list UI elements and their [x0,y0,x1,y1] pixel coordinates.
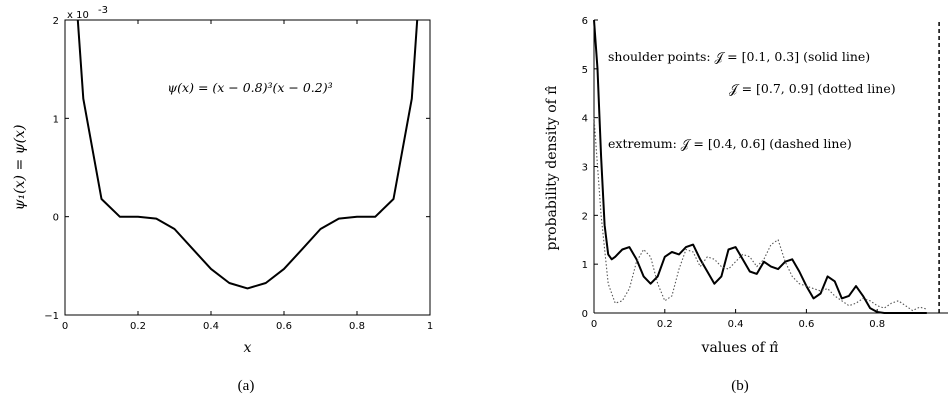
y-multiplier-label: x 10 [67,10,89,21]
x-tick-label: 0.6 [276,321,292,332]
x-axis-label: x [244,340,252,356]
y-axis-label: probability density of π̂ [544,86,560,251]
x-axis-label: values of π̂ [701,340,779,356]
caption: (a) [238,378,255,394]
series-dotted-line [593,117,927,312]
x-tick-label: 0.2 [130,321,146,332]
annotation: ψ(x) = (x − 0.8)³(x − 0.2)³ [167,80,332,95]
x-tick-label: 0.6 [798,319,814,330]
y-tick-label: 2 [53,16,59,27]
y-tick-label: 2 [582,211,588,222]
plot-frame [64,19,431,316]
y-tick-label: 0 [53,213,59,224]
y-tick-label: 1 [53,114,59,125]
x-tick-label: 0.2 [657,319,673,330]
x-tick-label: 0.4 [728,319,744,330]
y-tick-label: 0 [582,309,588,320]
y-tick-label: 6 [582,16,588,27]
caption: (b) [731,378,749,394]
x-tick-label: 0 [591,319,597,330]
y-tick-label: 5 [582,65,588,76]
y-tick-label: 1 [582,260,588,271]
x-tick-label: 0 [62,321,68,332]
x-tick-label: 0.4 [203,321,219,332]
chart-b: 0 0.2 0.4 0.6 0.8 0 1 2 3 4 5 6 shoulder points: 𝒥 =… [544,16,948,394]
x-tick-label: 1 [427,321,433,332]
x-tick-label: 0.8 [349,321,365,332]
annotation-dotted: 𝒥 = [0.7, 0.9] (dotted line) [729,81,896,96]
y-tick-label: −1 [44,311,59,322]
x-tick-label: 0.8 [869,319,885,330]
y-tick-label: 3 [582,163,588,174]
y-multiplier-exponent: -3 [98,5,108,16]
series-solid-line [593,19,927,314]
y-axis-label: ψ₁(x) = ψ(x) [12,125,28,211]
annotation-shoulder: shoulder points: 𝒥 = [0.1, 0.3] (solid l… [608,49,870,64]
series-line [76,19,419,290]
y-tick-label: 4 [582,114,588,125]
annotation-extremum: extremum: 𝒥 = [0.4, 0.6] (dashed line) [608,136,852,151]
